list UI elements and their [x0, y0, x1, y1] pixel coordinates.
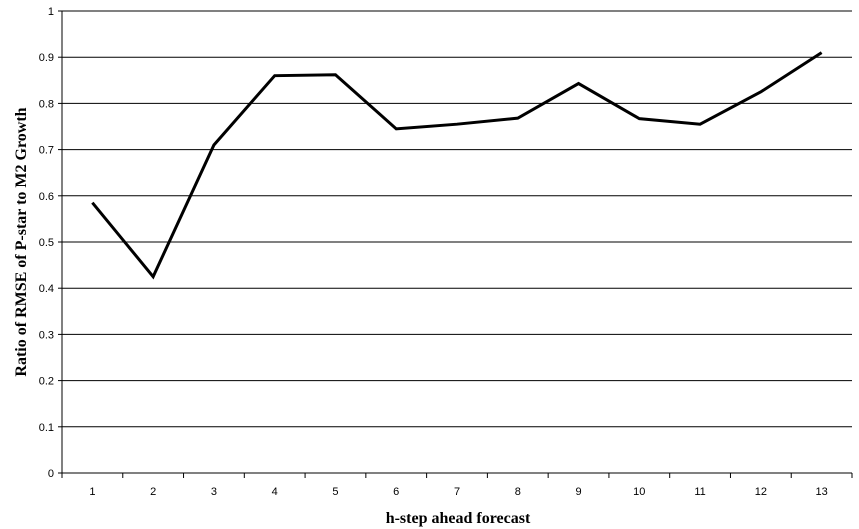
y-tick-label: 0.2 — [39, 376, 54, 388]
y-tick-label: 0.9 — [39, 52, 54, 64]
x-tick-label: 12 — [755, 486, 767, 498]
x-tick-label: 8 — [515, 486, 521, 498]
x-tick-label: 11 — [694, 486, 705, 498]
x-tick-label: 4 — [272, 486, 278, 498]
x-tick-label: 1 — [89, 486, 95, 498]
y-tick-label: 0.7 — [39, 145, 54, 157]
x-tick-labels: 1 2 3 4 5 6 7 8 9 10 11 12 13 — [89, 486, 827, 498]
y-tick-label: 0.6 — [39, 191, 54, 203]
x-axis-title: h-step ahead forecast — [386, 510, 531, 527]
y-tick-label: 0.3 — [39, 329, 54, 341]
x-tick-label: 5 — [332, 486, 338, 498]
y-tick-label: 0 — [48, 468, 54, 480]
y-axis-title: Ratio of RMSE of P-star to M2 Growth — [13, 107, 30, 376]
y-tick-label: 0.1 — [39, 422, 54, 434]
axes — [58, 10, 853, 478]
x-tick-label: 3 — [211, 486, 217, 498]
x-tick-label: 2 — [150, 486, 156, 498]
x-tick-label: 7 — [454, 486, 460, 498]
series-line — [91, 51, 823, 280]
x-tick-label: 6 — [393, 486, 399, 498]
x-tick-label: 9 — [575, 486, 581, 498]
y-tick-labels: 0 0.1 0.2 0.3 0.4 0.5 0.6 0.7 0.8 0.9 1 — [39, 6, 54, 480]
y-tick-label: 1 — [48, 6, 54, 18]
x-tick-label: 13 — [815, 486, 827, 498]
x-tick-label: 10 — [633, 486, 645, 498]
y-tick-label: 0.4 — [39, 283, 54, 295]
y-tick-label: 0.8 — [39, 98, 54, 110]
grid-lines — [62, 10, 852, 428]
y-tick-label: 0.5 — [39, 237, 54, 249]
series-lines — [91, 51, 823, 280]
